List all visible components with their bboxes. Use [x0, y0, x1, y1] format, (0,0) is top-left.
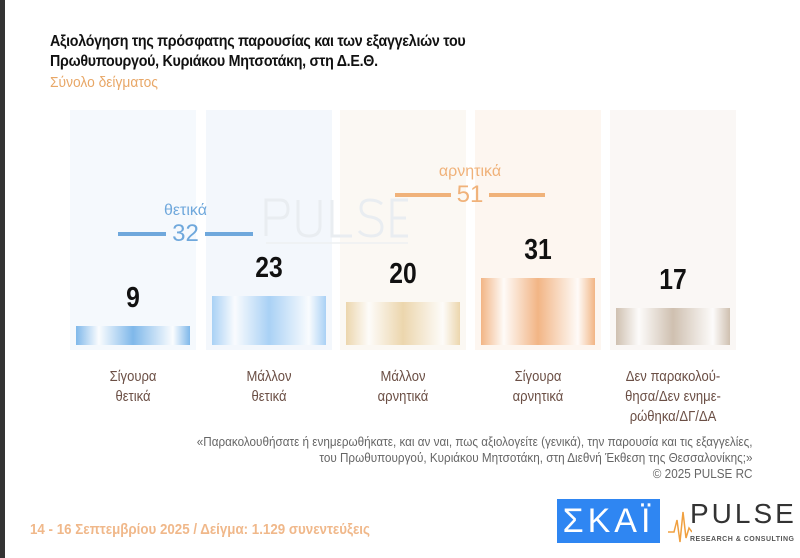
question-line-2: του Πρωθυπουργού, Κυριάκου Μητσοτάκη, στ… [318, 450, 752, 465]
category-label-line: ρώθηκα/ΔΓ/ΔΑ [629, 409, 717, 425]
watermark-letter-s [357, 198, 384, 238]
watermark-letter-p [264, 198, 290, 236]
category-label: Σίγουρα θετικά [75, 367, 192, 407]
left-edge [0, 0, 5, 558]
group-value: 32 [172, 220, 199, 247]
watermark-letter-l [330, 200, 352, 238]
bar [212, 295, 326, 345]
group-total: αρνητικά 51 [395, 163, 545, 209]
group-line [118, 232, 167, 236]
category-label-line: θετικά [251, 389, 287, 405]
category-label-line: αρνητικά [377, 389, 429, 405]
group-line [204, 232, 253, 236]
data-label: 31 [524, 234, 552, 267]
data-label: 23 [255, 251, 283, 284]
category-label-line: Δεν παρακολού- [625, 369, 721, 385]
bar [616, 308, 730, 345]
category-label: Μάλλον θετικά [211, 367, 328, 407]
pulse-watermark-logo [264, 198, 408, 244]
chart-subtitle: Σύνολο δείγματος [50, 74, 158, 91]
category-label: Δεν παρακολού-θησα/Δεν ενημε-ρώθηκα/ΔΓ/Δ… [615, 367, 732, 427]
group-line [489, 193, 545, 197]
category-label-line: Σίγουρα [109, 369, 157, 385]
chart-title: Αξιολόγηση της πρόσφατης παρουσίας και τ… [50, 33, 466, 70]
category-label-line: θησα/Δεν ενημε- [625, 389, 721, 405]
copyright: © 2025 PULSE RC [652, 466, 752, 481]
pulse-logo-sub: RESEARCH & CONSULTING [690, 536, 795, 543]
question-note: «Παρακολουθήσατε ή ενημερωθήκατε, και αν… [196, 434, 752, 482]
category-label-line: θετικά [115, 389, 151, 405]
category-label-line: αρνητικά [512, 389, 564, 405]
watermark-letter-u [296, 200, 322, 238]
pulse-logo: PULSE RESEARCH & CONSULTING [668, 498, 794, 548]
column-background [70, 110, 196, 350]
data-label: 9 [126, 281, 140, 314]
data-label: 20 [389, 258, 417, 290]
question-line-1: «Παρακολουθήσατε ή ενημερωθήκατε, και αν… [196, 434, 752, 449]
bar [481, 278, 595, 345]
pulse-wave-icon [668, 511, 692, 543]
footer-fieldwork: 14 - 16 Σεπτεμβρίου 2025 / Δείγμα: 1.129… [30, 522, 370, 538]
bar [346, 302, 460, 345]
watermark-letter-e [390, 198, 408, 238]
pulse-logo-text: PULSE [690, 498, 797, 529]
category-label: Μάλλον αρνητικά [345, 367, 462, 407]
category-label-line: Μάλλον [246, 369, 292, 385]
group-total: θετικά 32 [118, 202, 253, 248]
category-label-line: Μάλλον [380, 369, 426, 385]
group-value: 51 [456, 181, 484, 208]
group-line [395, 193, 451, 197]
category-label-line: Σίγουρα [514, 369, 562, 385]
group-label: θετικά [164, 202, 207, 219]
bar [76, 325, 190, 345]
data-label: 17 [659, 264, 687, 297]
group-label: αρνητικά [438, 163, 502, 180]
skai-logo: ΣΚΑΪ [557, 499, 660, 543]
category-label: Σίγουρα αρνητικά [480, 367, 597, 407]
